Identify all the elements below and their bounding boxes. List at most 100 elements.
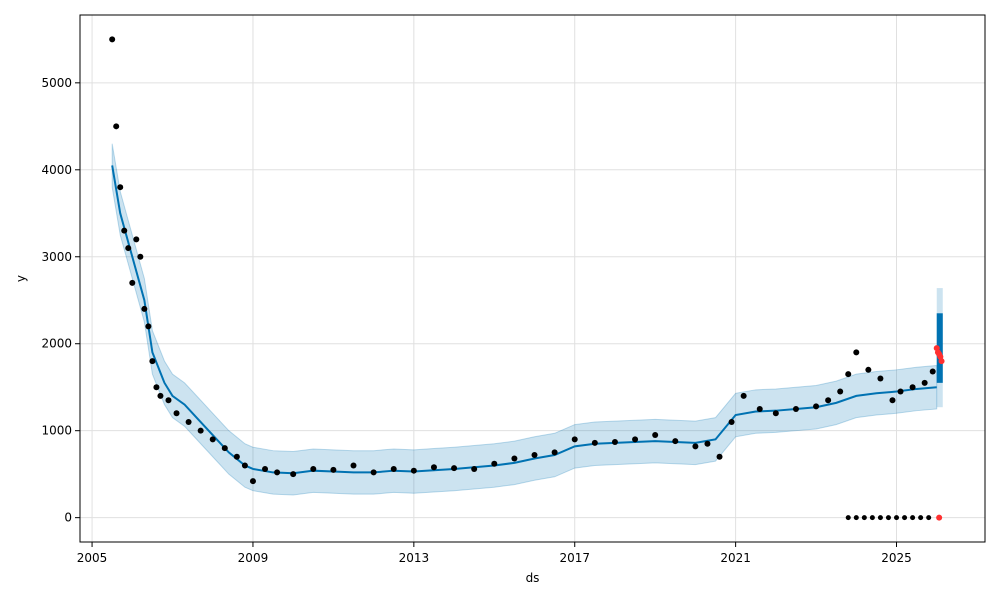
observed-point [672,438,679,445]
observed-point [113,123,120,130]
observed-point [865,366,872,373]
observed-zero-point [910,515,916,521]
observed-point [350,462,357,469]
highlight-point [936,514,943,521]
observed-point [511,455,518,462]
observed-point [129,279,136,286]
observed-zero-point [894,515,900,521]
y-tick-label: 0 [64,511,72,525]
observed-point [330,466,337,473]
observed-point [197,427,204,434]
observed-point [221,445,228,452]
observed-point [813,403,820,410]
observed-point [652,432,659,439]
y-tick-label: 3000 [41,250,72,264]
x-tick-label: 2025 [881,551,912,565]
x-ticks: 2005 2009 2013 2017 2021 2025 [77,542,912,565]
observed-point [262,465,269,472]
observed-point [825,397,832,404]
observed-point [704,440,711,447]
observed-point [410,467,417,474]
observed-zero-point [853,515,859,521]
observed-point [531,452,538,459]
observed-point [451,465,458,472]
x-tick-label: 2013 [399,551,430,565]
observed-zero-point [845,515,851,521]
observed-point [471,465,478,472]
y-tick-label: 1000 [41,424,72,438]
y-axis-label: y [14,275,28,282]
observed-zero-point [918,515,924,521]
observed-point [233,453,240,460]
observed-point [121,227,128,234]
uncertainty-band [111,143,938,496]
observed-zero-point [926,515,932,521]
observed-point [157,392,164,399]
observed-point [728,418,735,425]
observed-point [133,236,140,243]
observed-points-layer [109,36,945,521]
x-tick-label: 2005 [77,551,108,565]
observed-zero-point [861,515,867,521]
observed-zero-point [877,515,883,521]
observed-point [141,305,148,312]
observed-point [209,436,216,443]
observed-point [756,405,763,412]
observed-point [551,449,558,456]
observed-point [921,379,928,386]
observed-point [241,462,248,469]
observed-point [430,464,437,471]
x-tick-label: 2021 [720,551,751,565]
observed-point [837,388,844,395]
y-tick-label: 4000 [41,163,72,177]
observed-point [290,471,297,478]
observed-point [109,36,116,43]
observed-point [845,371,852,378]
observed-point [929,368,936,375]
observed-point [310,465,317,472]
observed-zero-point [869,515,875,521]
observed-point [117,184,124,191]
observed-zero-point [885,515,891,521]
observed-zero-point [902,515,908,521]
observed-point [897,388,904,395]
observed-point [772,410,779,417]
observed-point [249,478,256,485]
observed-point [692,443,699,450]
observed-point [149,358,156,365]
observed-point [185,418,192,425]
observed-point [173,410,180,417]
observed-point [889,397,896,404]
x-tick-label: 2017 [559,551,590,565]
observed-point [877,375,884,382]
observed-point [611,438,618,445]
observed-point [165,397,172,404]
x-axis-label: ds [526,571,540,585]
future-forecast-bar [936,313,943,383]
observed-point [370,469,377,476]
observed-point [853,349,860,356]
uncertainty-band-layer [111,143,943,496]
y-tick-label: 2000 [41,337,72,351]
observed-point [909,384,916,391]
observed-point [125,245,132,252]
grid-layer [80,15,985,542]
x-tick-label: 2009 [238,551,269,565]
y-tick-label: 5000 [41,76,72,90]
plot-frame [79,14,986,543]
observed-point [274,469,281,476]
observed-point [632,436,639,443]
observed-point [716,453,723,460]
observed-point [792,405,799,412]
highlight-point [938,358,945,365]
observed-point [137,253,144,260]
observed-point [145,323,152,330]
y-ticks: 0 1000 2000 3000 4000 5000 [41,76,80,525]
observed-point [740,392,747,399]
observed-point [571,436,578,443]
observed-point [491,460,498,467]
observed-point [153,384,160,391]
observed-point [591,439,598,446]
observed-point [390,465,397,472]
